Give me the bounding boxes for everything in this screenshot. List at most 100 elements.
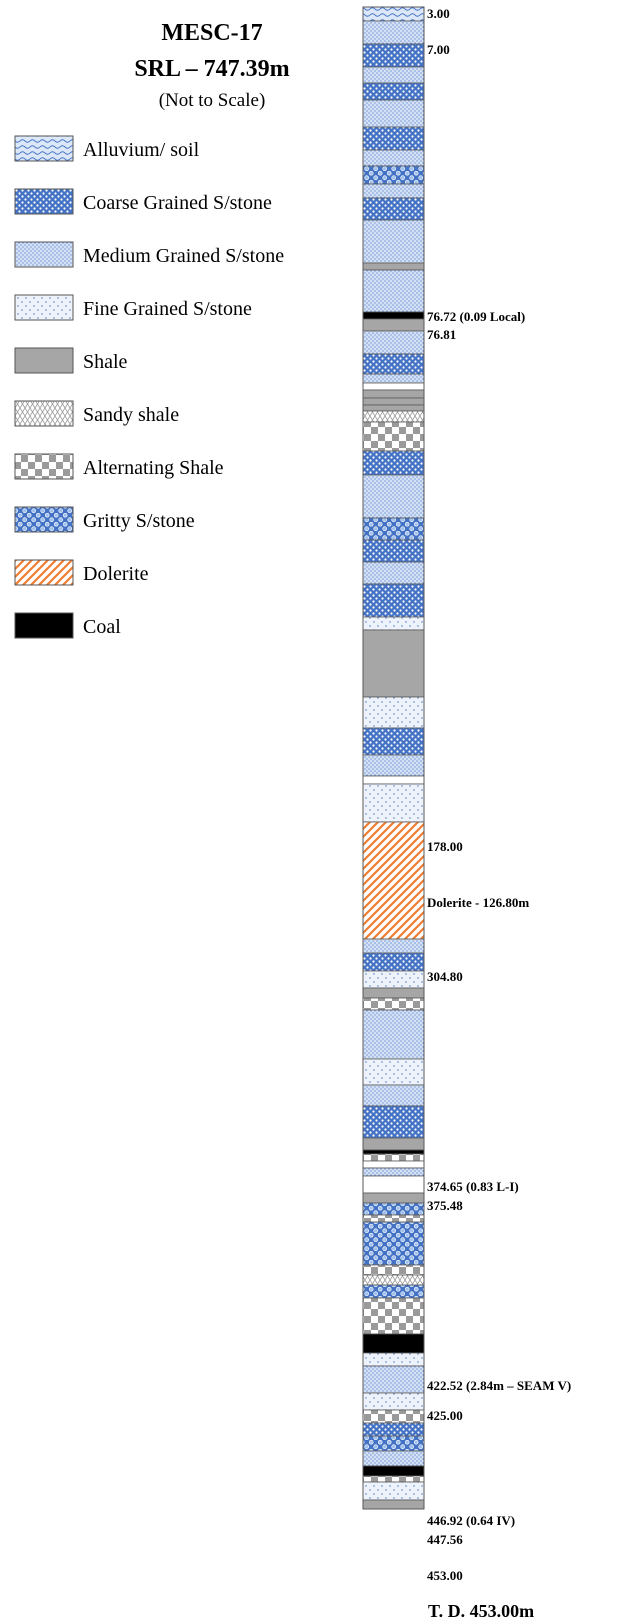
stratum-alternating [362, 1264, 425, 1276]
stratum-shale [362, 397, 425, 406]
legend-label: Coal [83, 616, 121, 638]
stratum-alternating [362, 421, 425, 452]
stratum-medium [362, 1450, 425, 1467]
legend-swatch-sandyshale [14, 400, 74, 427]
scale-note: (Not to Scale) [159, 90, 266, 111]
stratum-shale [362, 389, 425, 399]
stratum-fine [362, 783, 425, 823]
depth-label: 422.52 (2.84m – SEAM V) [427, 1378, 571, 1393]
stratum-shale [362, 262, 425, 271]
legend-label: Dolerite [83, 563, 149, 585]
stratum-medium [362, 561, 425, 585]
stratum-shale [362, 1192, 425, 1204]
stratum-medium [362, 66, 425, 84]
stratum-coarse [362, 82, 425, 101]
stratum-coarse [362, 43, 425, 68]
stratum-dolerite [362, 821, 425, 940]
legend-label: Sandy shale [83, 404, 179, 426]
stratum-coarse [362, 583, 425, 618]
stratum-medium [362, 99, 425, 128]
stratum-fine [362, 970, 425, 989]
column-outline [362, 6, 425, 1510]
stratum-medium [362, 754, 425, 777]
stratum-white [362, 1175, 425, 1194]
legend-swatch-medium [14, 241, 74, 268]
legend-swatch-coal [14, 612, 74, 639]
legend-swatch-dolerite [14, 559, 74, 586]
legend-label: Fine Grained S/stone [83, 298, 252, 320]
depth-label: 447.56 [427, 1532, 463, 1547]
stratum-coarse [362, 952, 425, 972]
stratum-medium [362, 1084, 425, 1107]
log-title: MESC-17 [161, 20, 262, 46]
stratum-alternating [362, 1409, 425, 1424]
stratum-medium [362, 938, 425, 954]
legend-label: Coarse Grained S/stone [83, 192, 272, 214]
stratum-medium [362, 149, 425, 167]
legend-label: Alternating Shale [83, 457, 224, 479]
depth-labels: 3.00 7.00 76.72 (0.09 Local) 76.81 178.0… [427, 6, 571, 1583]
stratum-coarse [362, 197, 425, 221]
stratum-gritty [362, 1284, 425, 1299]
stratum-gritty [362, 1435, 425, 1452]
stratum-shale [362, 1137, 425, 1151]
stratum-coarse [362, 353, 425, 375]
depth-label: 76.81 [427, 327, 456, 342]
stratum-white [362, 382, 425, 391]
stratum-medium [362, 183, 425, 199]
stratum-white [362, 775, 425, 785]
stratum-coarse [362, 539, 425, 563]
borehole-column [362, 6, 425, 1510]
stratum-gritty [362, 165, 425, 185]
depth-label: 374.65 (0.83 L-I) [427, 1179, 519, 1194]
stratum-medium [362, 474, 425, 519]
stratum-sandyshale [362, 1274, 425, 1286]
stratum-alluvium [362, 6, 425, 22]
legend-swatch-alternating [14, 453, 74, 480]
stratum-medium [362, 330, 425, 355]
legend-label: Medium Grained S/stone [83, 245, 284, 267]
stratum-shale [362, 987, 425, 999]
stratum-medium [362, 1365, 425, 1394]
legend-label: Shale [83, 351, 128, 373]
stratum-coal [362, 1465, 425, 1477]
stratum-shale [362, 318, 425, 332]
stratum-shale [362, 1499, 425, 1510]
stratum-white [362, 1160, 425, 1169]
stratum-alternating [362, 1153, 425, 1162]
depth-label: 375.48 [427, 1198, 463, 1213]
stratum-coarse [362, 727, 425, 756]
stratum-coal [362, 1149, 425, 1155]
legend-swatch-gritty [14, 506, 74, 533]
stratum-medium [362, 219, 425, 264]
depth-label: 7.00 [427, 42, 450, 57]
stratum-coal [362, 311, 425, 320]
dolerite-thickness-label: Dolerite - 126.80m [427, 895, 529, 910]
stratum-medium [362, 269, 425, 313]
depth-label: 425.00 [427, 1408, 463, 1423]
stratum-medium [362, 1167, 425, 1177]
stratum-medium [362, 20, 425, 45]
stratum-alternating [362, 997, 425, 1011]
stratum-coarse [362, 450, 425, 476]
stratum-coal [362, 1333, 425, 1354]
legend-swatch-shale [14, 347, 74, 374]
stratum-shale [362, 404, 425, 412]
total-depth-label: T. D. 453.00m [428, 1601, 534, 1621]
depth-label: 453.00 [427, 1568, 463, 1583]
legend-label: Gritty S/stone [83, 510, 195, 532]
stratum-medium [362, 373, 425, 384]
stratum-medium [362, 1009, 425, 1060]
legend-swatch-coarse [14, 188, 74, 215]
stratum-alternating [362, 1297, 425, 1335]
stratum-fine [362, 1392, 425, 1411]
stratum-coarse [362, 1422, 425, 1437]
legend: Alluvium/ soil Coarse Grained S/stone Medi… [14, 135, 284, 639]
legend-label: Alluvium/ soil [83, 139, 200, 161]
stratum-gritty [362, 517, 425, 541]
stratum-fine [362, 1058, 425, 1086]
stratum-fine [362, 696, 425, 729]
stratum-sandyshale [362, 410, 425, 423]
stratum-alternating [362, 1475, 425, 1483]
stratum-gritty [362, 1221, 425, 1266]
